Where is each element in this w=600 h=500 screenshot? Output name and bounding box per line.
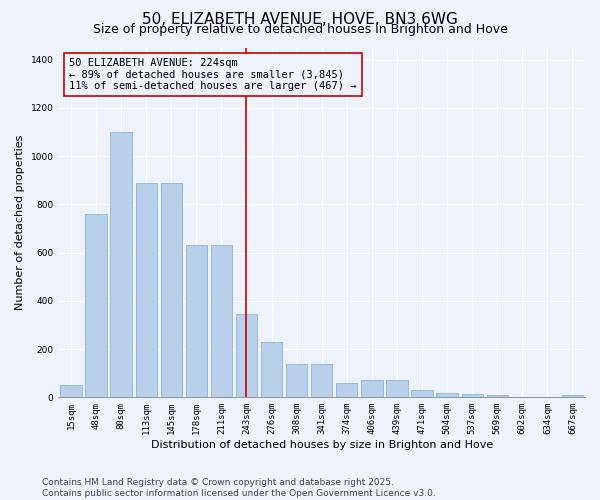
X-axis label: Distribution of detached houses by size in Brighton and Hove: Distribution of detached houses by size … <box>151 440 493 450</box>
Bar <box>562 396 583 398</box>
Bar <box>185 246 207 398</box>
Bar <box>60 386 82 398</box>
Bar <box>487 395 508 398</box>
Bar <box>236 314 257 398</box>
Bar <box>136 182 157 398</box>
Bar <box>211 246 232 398</box>
Text: Size of property relative to detached houses in Brighton and Hove: Size of property relative to detached ho… <box>92 22 508 36</box>
Bar <box>110 132 132 398</box>
Bar <box>261 342 282 398</box>
Bar <box>461 394 483 398</box>
Bar <box>85 214 107 398</box>
Text: Contains HM Land Registry data © Crown copyright and database right 2025.
Contai: Contains HM Land Registry data © Crown c… <box>42 478 436 498</box>
Text: 50, ELIZABETH AVENUE, HOVE, BN3 6WG: 50, ELIZABETH AVENUE, HOVE, BN3 6WG <box>142 12 458 28</box>
Bar <box>311 364 332 398</box>
Bar <box>386 380 407 398</box>
Bar <box>336 383 358 398</box>
Bar <box>286 364 307 398</box>
Bar <box>412 390 433 398</box>
Text: 50 ELIZABETH AVENUE: 224sqm
← 89% of detached houses are smaller (3,845)
11% of : 50 ELIZABETH AVENUE: 224sqm ← 89% of det… <box>69 58 356 91</box>
Bar <box>161 182 182 398</box>
Bar <box>361 380 383 398</box>
Y-axis label: Number of detached properties: Number of detached properties <box>15 134 25 310</box>
Bar <box>436 392 458 398</box>
